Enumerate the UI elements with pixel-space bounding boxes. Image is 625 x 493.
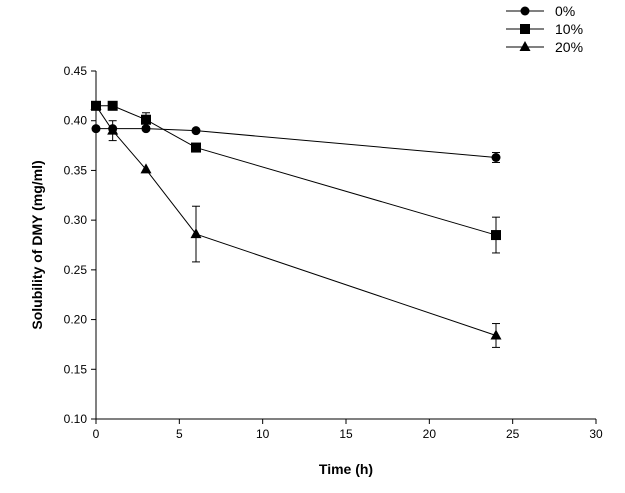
legend-label: 0% bbox=[555, 3, 575, 19]
data-point bbox=[491, 153, 501, 163]
data-point bbox=[141, 124, 151, 134]
series-line bbox=[96, 105, 497, 236]
y-tick-label: 0.45 bbox=[64, 64, 88, 78]
x-tick-label: 10 bbox=[256, 427, 270, 441]
data-point bbox=[91, 100, 101, 111]
series-20% bbox=[90, 99, 502, 348]
data-point bbox=[108, 124, 118, 134]
data-point bbox=[91, 124, 101, 134]
series-0% bbox=[91, 124, 501, 163]
data-point bbox=[190, 228, 202, 239]
data-point bbox=[490, 329, 502, 340]
y-tick-label: 0.20 bbox=[64, 313, 88, 327]
series-line bbox=[96, 128, 497, 159]
y-tick-label: 0.25 bbox=[64, 263, 88, 277]
x-tick-label: 15 bbox=[339, 427, 353, 441]
data-point bbox=[191, 142, 201, 153]
x-tick-label: 30 bbox=[589, 427, 603, 441]
x-tick-label: 25 bbox=[506, 427, 520, 441]
legend-marker bbox=[520, 6, 530, 16]
legend-label: 20% bbox=[555, 39, 583, 55]
data-point bbox=[107, 100, 118, 111]
x-axis-label: Time (h) bbox=[319, 461, 373, 477]
legend-marker bbox=[520, 24, 530, 34]
y-tick-label: 0.30 bbox=[64, 213, 88, 227]
legend-marker bbox=[519, 41, 531, 51]
y-tick-label: 0.35 bbox=[64, 163, 88, 177]
x-tick-label: 0 bbox=[93, 427, 100, 441]
legend-label: 10% bbox=[555, 21, 583, 37]
y-tick-label: 0.40 bbox=[64, 114, 88, 128]
x-tick-label: 5 bbox=[176, 427, 183, 441]
series-10% bbox=[91, 100, 501, 254]
y-tick-label: 0.15 bbox=[64, 362, 88, 376]
x-tick-label: 20 bbox=[423, 427, 437, 441]
data-point bbox=[140, 163, 152, 174]
data-point bbox=[191, 126, 201, 136]
y-axis-label: Solubility of DMY (mg/ml) bbox=[29, 160, 45, 329]
data-point bbox=[141, 114, 151, 125]
data-point bbox=[491, 230, 501, 241]
series-line bbox=[95, 105, 497, 336]
y-tick-label: 0.10 bbox=[64, 412, 88, 426]
